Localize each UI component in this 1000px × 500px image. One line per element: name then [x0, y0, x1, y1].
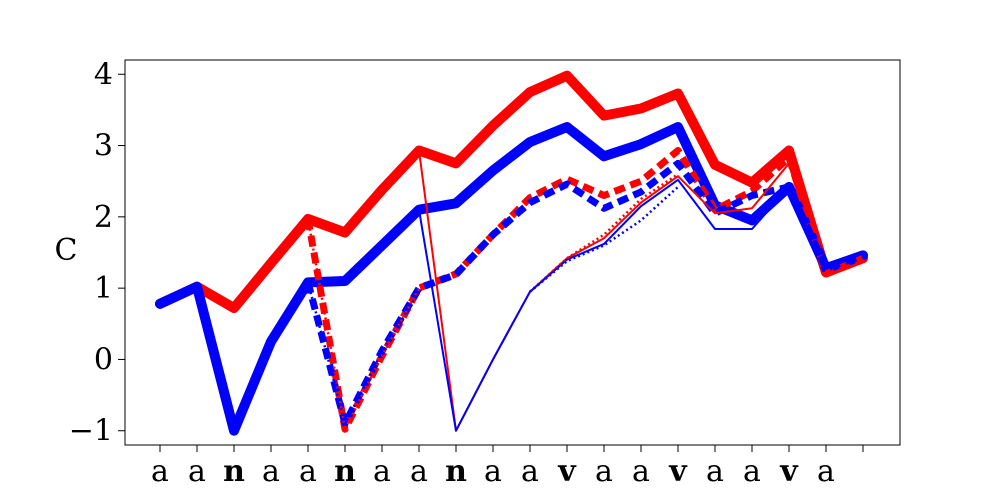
x-tick-label: a [706, 454, 724, 489]
x-tick-label: a [299, 454, 317, 489]
x-tick-label: v [668, 454, 688, 489]
y-tick-label: 0 [94, 342, 113, 377]
series-line-7 [306, 185, 679, 425]
y-axis-label: C [55, 233, 78, 268]
x-tick-label: n [445, 454, 467, 489]
y-tick-label: 2 [94, 200, 113, 235]
series-line-0 [155, 70, 868, 314]
x-tick-label: a [151, 454, 169, 489]
x-tick-label: v [557, 454, 577, 489]
x-tick-label: a [632, 454, 650, 489]
series-line-2 [304, 147, 865, 433]
x-tick-label: a [817, 454, 835, 489]
x-tick-label: a [262, 454, 280, 489]
series-line-5 [418, 178, 790, 432]
plot-frame [124, 59, 901, 446]
y-tick-label: 4 [94, 57, 113, 92]
series-line-3 [304, 159, 865, 428]
series-layer [155, 70, 868, 436]
y-tick-label: −1 [69, 414, 113, 449]
series-line-6 [306, 173, 679, 431]
x-tick-label: a [521, 454, 539, 489]
x-tick-label: a [410, 454, 428, 489]
x-tick-label: a [484, 454, 502, 489]
series-line-1 [155, 122, 868, 436]
x-tick-label: a [595, 454, 613, 489]
x-tick-label: n [223, 454, 245, 489]
x-tick-label: a [373, 454, 391, 489]
x-tick-label: a [743, 454, 761, 489]
x-tick-label: v [779, 454, 799, 489]
y-axis: −1 0 1 2 3 4 [69, 57, 125, 449]
y-tick-label: 3 [94, 129, 113, 164]
x-tick-label: n [334, 454, 356, 489]
x-tick-label: a [188, 454, 206, 489]
y-tick-label: 1 [94, 271, 113, 306]
